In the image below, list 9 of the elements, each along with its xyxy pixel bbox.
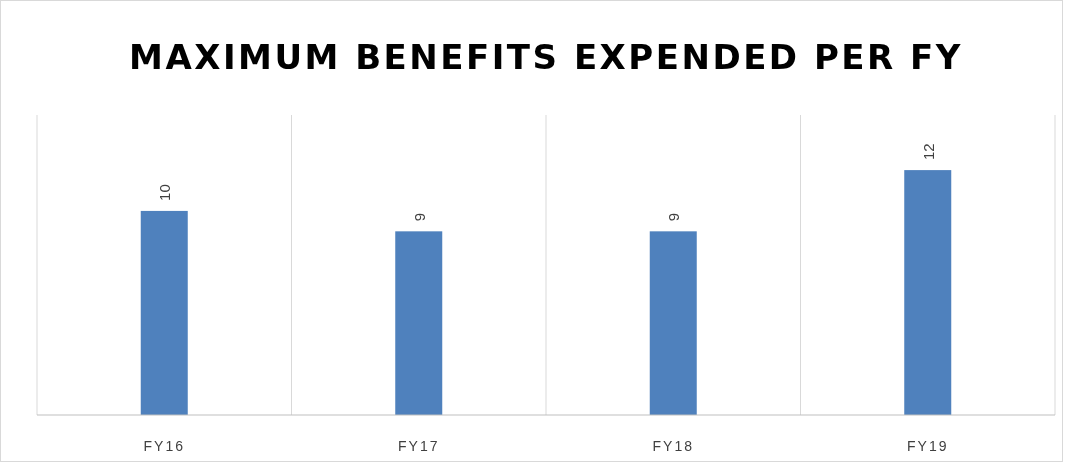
x-tick-label: FY16 xyxy=(143,438,185,454)
chart-title: MAXIMUM BENEFITS EXPENDED PER FY xyxy=(129,37,963,77)
data-label: 12 xyxy=(919,143,937,161)
data-label: 10 xyxy=(156,184,174,201)
data-label: 9 xyxy=(665,212,683,222)
x-tick-label: FY17 xyxy=(398,438,440,454)
x-tick-label: FY19 xyxy=(907,438,949,454)
x-tick-label: FY18 xyxy=(652,438,694,454)
data-label: 9 xyxy=(410,212,428,222)
